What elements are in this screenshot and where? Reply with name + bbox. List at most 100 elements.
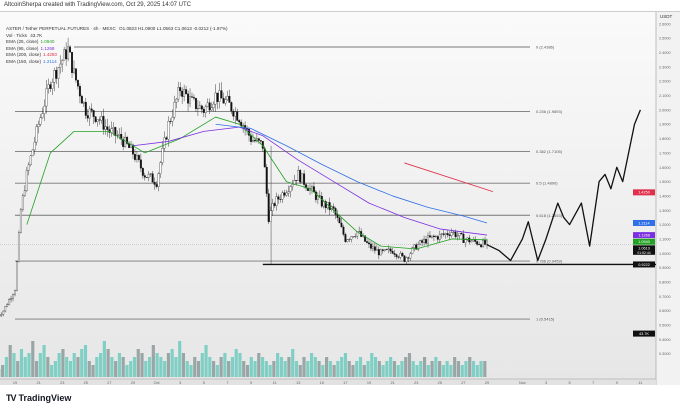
candle-body [421,240,424,243]
candle-body [236,111,239,121]
volume-bar [471,361,476,377]
chart-area[interactable]: ASTER / Tether PERPETUAL FUTURES · 4h · … [0,11,680,385]
time-axis-tick: 11 [638,381,642,385]
fib-level-label: 1 (0.5415) [536,317,555,322]
time-axis-tick: 25 [438,381,442,385]
price-axis-tick: 1.3000 [659,209,671,213]
candle-body [206,102,209,107]
candle-body [250,135,252,142]
candle-body [55,70,58,79]
candle-body [132,144,134,155]
volume-bar [91,365,95,377]
candle-body [41,113,44,118]
ema-value: 1.4250 [42,52,58,58]
candle-body [8,299,11,305]
candle-body [155,184,158,187]
volume-bar [287,357,291,377]
volume-bar [159,357,163,377]
candle-body [12,294,14,299]
ohlc-values: O1.0823 H1.0900 L1.0563 C1.0613 -0.0212 … [119,26,228,31]
price-badge-text: 0.9222 [638,263,650,267]
candle-body [320,195,323,207]
volume-bar [445,361,449,377]
candle-body [265,166,268,194]
ema-value: 1.2114 [42,58,57,64]
volume-bar [193,357,197,377]
candle-body [340,222,343,228]
volume-bar [34,361,39,377]
candle-body [417,244,420,250]
price-badge-text: 1.0613 [638,247,650,251]
time-axis-tick: 25 [84,381,88,385]
candle-body [134,154,136,160]
candle-body [452,231,455,233]
candle-body [419,240,422,245]
price-axis-tick: 2.4000 [659,51,671,55]
volume-bar [426,365,430,377]
price-axis-tick: 0.7000 [659,295,671,299]
price-axis-tick: 2.2000 [659,80,671,84]
candle-body [33,141,36,151]
candle-body [230,102,233,112]
candle-body [63,49,66,61]
candle-body [413,244,416,248]
candle-body [106,126,109,130]
volume-bar [358,357,363,377]
candle-body [71,52,73,73]
candle-body [27,164,30,171]
volume-bar [140,353,144,377]
ema-legend-row[interactable]: EMA (25, close) 1.0940 [6,39,228,46]
volume-bar [460,365,464,377]
candle-body [476,241,479,245]
time-axis-tick: 19 [13,381,17,385]
volume-row[interactable]: Vol · Ticks 43.7K [6,33,228,40]
volume-bar [325,357,329,377]
price-badge-text: 1.0940 [638,240,650,244]
volume-bar [65,357,69,377]
price-axis-tick: 2.3000 [659,65,671,69]
ema95-line [132,126,488,236]
price-chart[interactable]: USDT 2.6000 2.5000 2.4000 2.3000 2.2000 2.1000… [0,12,680,385]
volume-bar [317,361,321,377]
candle-body [16,261,18,291]
volume-bar [464,361,468,377]
volume-bar [373,357,378,377]
candle-body [299,170,302,183]
candle-body [19,209,22,233]
candle-body [332,206,335,209]
ema-legend-row[interactable]: EMA (200, close) 1.4250 [6,52,228,59]
volume-bar [147,357,152,377]
candle-body [301,173,304,183]
volume-bar [283,361,287,377]
candle-body [120,133,123,140]
candle-body [114,127,117,136]
candle-body [257,138,260,141]
candle-body [47,84,50,89]
candle-body [269,210,272,222]
volume-bar [468,357,472,377]
candle-body [444,233,447,235]
candle-body [429,235,431,238]
volume-bar [253,361,257,377]
candle-body [73,68,75,73]
candle-body [17,232,20,262]
volume-bar [136,349,140,377]
candle-body [194,98,197,110]
candle-body [153,182,156,185]
candle-body [220,90,223,99]
candle-body [342,226,345,235]
ema-legend-row[interactable]: EMA (150, close) 1.2114 [6,59,228,66]
ema-legend-row[interactable]: EMA (95, close) 1.1268 [6,46,228,53]
candle-body [405,257,408,262]
fib-level-label: 0.786 (0.9459) [536,259,563,264]
volume-bar [16,361,20,377]
volume-bar [99,353,103,377]
volume-bar [340,357,344,377]
candle-body [291,184,294,187]
candle-body [179,87,182,92]
time-axis-tick: 11 [273,381,277,385]
candle-body [373,246,376,251]
candle-body [303,173,306,185]
price-badge [633,238,655,245]
symbol-row[interactable]: ASTER / Tether PERPETUAL FUTURES · 4h · … [6,26,228,33]
